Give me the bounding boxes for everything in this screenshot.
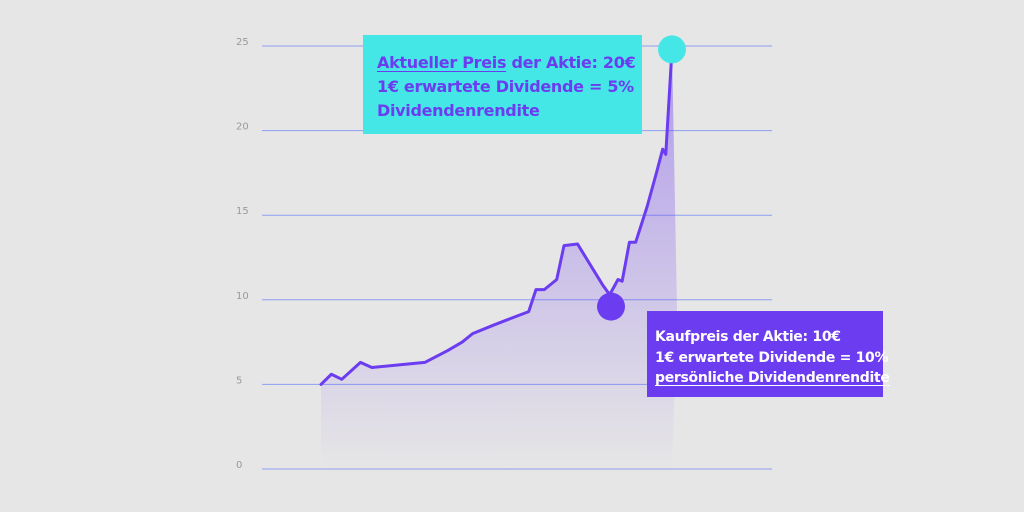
current-price-callout-line-2: 1€ erwartete Dividende = 5%	[377, 77, 634, 96]
purchase-price-callout-line-3: persönliche Dividendenrendite	[655, 370, 890, 386]
purchase-price-marker	[597, 292, 625, 321]
y-tick-label-20: 20	[236, 122, 249, 133]
y-tick-label-10: 10	[236, 291, 249, 302]
y-tick-label-0: 0	[236, 460, 242, 471]
current-price-label-rest: der Aktie: 20€	[506, 53, 636, 72]
price-line-path	[319, 47, 674, 386]
purchase-price-callout-line-2: 1€ erwartete Dividende = 10%	[655, 349, 889, 366]
y-tick-label-5: 5	[236, 375, 242, 386]
purchase-price-callout: Kaufpreis der Aktie: 10€ 1€ erwartete Di…	[647, 311, 890, 397]
y-tick-label-15: 15	[236, 206, 249, 217]
current-price-underlined-label: Aktueller Preis	[377, 53, 507, 72]
current-price-marker	[658, 35, 686, 64]
current-price-callout: Aktueller Preis der Aktie: 20€ 1€ erwart…	[363, 35, 642, 134]
purchase-price-callout-line-1: Kaufpreis der Aktie: 10€	[655, 329, 841, 345]
current-price-callout-line-3: Dividendenrendite	[377, 101, 540, 120]
price-line	[319, 47, 674, 386]
y-axis-tick-labels: 0 5 10 15 20 25	[236, 37, 249, 471]
markers	[597, 35, 686, 321]
y-tick-label-25: 25	[236, 37, 249, 48]
current-price-callout-line-1: Aktueller Preis der Aktie: 20€	[377, 51, 642, 75]
